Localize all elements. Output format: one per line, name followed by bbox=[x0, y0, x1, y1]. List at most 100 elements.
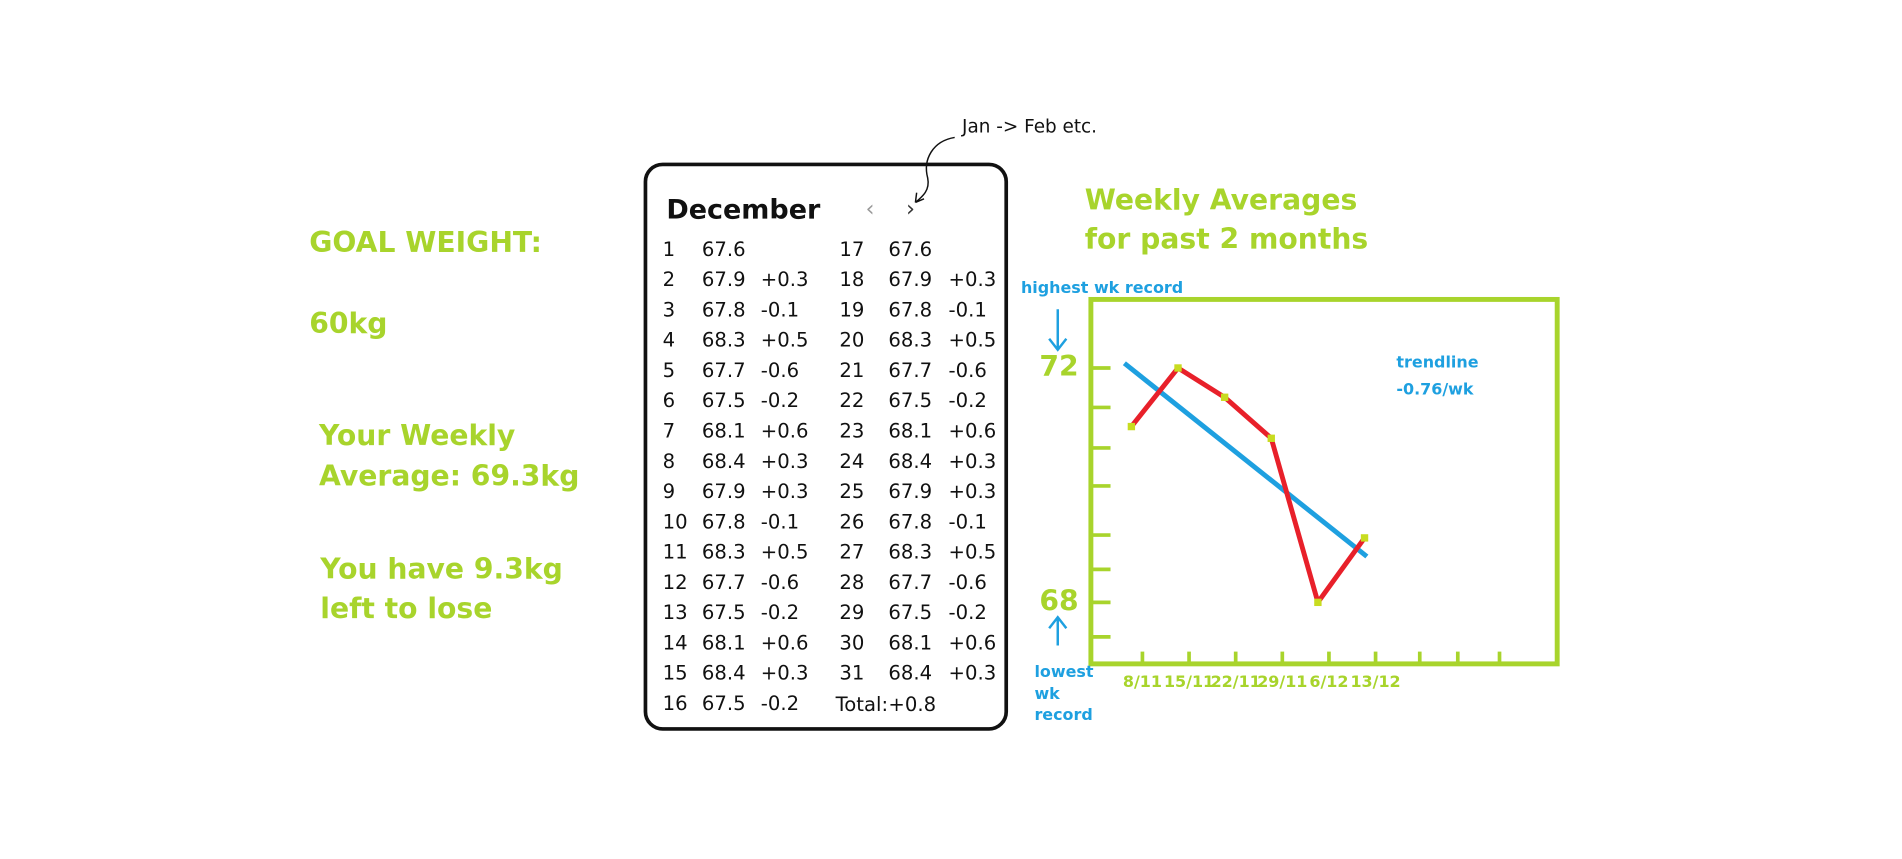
change: -0.2 bbox=[949, 389, 987, 412]
day: 8 bbox=[663, 450, 676, 473]
weight: 68.3 bbox=[702, 329, 746, 352]
weight: 68.3 bbox=[702, 541, 746, 564]
next-button[interactable]: › bbox=[906, 197, 915, 222]
day: 20 bbox=[839, 329, 864, 352]
change: -0.6 bbox=[949, 359, 987, 382]
day: 5 bbox=[663, 359, 676, 382]
weight: 68.1 bbox=[702, 419, 746, 442]
weight: 67.8 bbox=[702, 510, 746, 533]
weight: 67.5 bbox=[888, 601, 932, 624]
day: 6 bbox=[663, 389, 676, 412]
change: +0.6 bbox=[761, 631, 809, 654]
weight: 67.8 bbox=[702, 298, 746, 321]
weight: 68.4 bbox=[702, 662, 746, 685]
x-tick-label: 29/11 bbox=[1257, 672, 1307, 691]
day: 19 bbox=[839, 298, 864, 321]
day: 15 bbox=[663, 662, 688, 685]
point bbox=[1314, 598, 1322, 607]
day: 7 bbox=[663, 419, 676, 442]
weight: 68.1 bbox=[888, 631, 932, 654]
change: +0.3 bbox=[949, 450, 997, 473]
minor-ticks bbox=[1090, 405, 1502, 664]
change: +0.3 bbox=[949, 268, 997, 291]
day: 31 bbox=[839, 662, 864, 685]
change: +0.3 bbox=[949, 662, 997, 685]
point bbox=[1267, 434, 1275, 442]
point bbox=[1220, 393, 1229, 401]
change: +0.3 bbox=[761, 268, 809, 291]
day: 2 bbox=[663, 268, 676, 291]
goal-label: GOAL WEIGHT: bbox=[309, 226, 542, 259]
day: 25 bbox=[839, 480, 864, 503]
low-note: record bbox=[1034, 705, 1092, 724]
day: 23 bbox=[839, 419, 864, 442]
total-label: Total: bbox=[835, 693, 888, 716]
day: 18 bbox=[839, 268, 864, 291]
low-arrow bbox=[1048, 615, 1068, 646]
weight: 67.5 bbox=[888, 389, 932, 412]
change: +0.6 bbox=[949, 631, 997, 654]
day: 30 bbox=[839, 631, 864, 654]
month-title: December bbox=[666, 195, 821, 226]
day: 17 bbox=[839, 238, 864, 261]
change: +0.3 bbox=[949, 480, 997, 503]
weight: 67.7 bbox=[888, 359, 932, 382]
prev-button[interactable]: ‹ bbox=[866, 197, 875, 222]
weight: 67.6 bbox=[888, 238, 932, 261]
weight: 67.7 bbox=[702, 359, 746, 382]
weight: 67.6 bbox=[702, 238, 746, 261]
point bbox=[1174, 364, 1182, 372]
change: +0.6 bbox=[949, 419, 997, 442]
weekly-line bbox=[1129, 365, 1367, 605]
change: +0.5 bbox=[949, 541, 997, 564]
weight: 68.1 bbox=[888, 419, 932, 442]
weight: 67.5 bbox=[702, 601, 746, 624]
day: 13 bbox=[663, 601, 688, 624]
average-text: Average: 69.3kg bbox=[319, 459, 579, 492]
change: -0.2 bbox=[761, 389, 799, 412]
day: 14 bbox=[663, 631, 688, 654]
day: 28 bbox=[839, 571, 864, 594]
day: 12 bbox=[663, 571, 688, 594]
change: -0.6 bbox=[761, 359, 799, 382]
trendline bbox=[1122, 361, 1369, 559]
high-note: highest wk record bbox=[1021, 278, 1183, 297]
x-tick-label: 6/12 bbox=[1309, 672, 1348, 691]
change: +0.3 bbox=[761, 662, 809, 685]
total-value: +0.8 bbox=[888, 693, 936, 716]
low-note: lowest bbox=[1034, 662, 1093, 681]
change: -0.6 bbox=[949, 571, 987, 594]
trend-label: trendline bbox=[1396, 353, 1478, 372]
change: -0.1 bbox=[949, 298, 987, 321]
change: -0.2 bbox=[949, 601, 987, 624]
note: Jan -> Feb etc. bbox=[961, 117, 1097, 138]
change: +0.6 bbox=[761, 419, 809, 442]
point bbox=[1360, 534, 1369, 542]
weight: 68.4 bbox=[888, 662, 932, 685]
day: 16 bbox=[663, 692, 688, 715]
weight: 67.5 bbox=[702, 692, 746, 715]
day: 21 bbox=[839, 359, 864, 382]
weight: 68.3 bbox=[888, 329, 932, 352]
day: 11 bbox=[663, 541, 688, 564]
day: 1 bbox=[663, 238, 676, 261]
weight: 68.3 bbox=[888, 541, 932, 564]
x-tick-label: 13/12 bbox=[1350, 672, 1400, 691]
average-text: Your Weekly bbox=[318, 419, 515, 452]
change: +0.5 bbox=[949, 329, 997, 352]
day: 24 bbox=[839, 450, 864, 473]
day: 29 bbox=[839, 601, 864, 624]
weight: 68.1 bbox=[702, 631, 746, 654]
x-tick-label: 22/11 bbox=[1211, 672, 1261, 691]
low-note: wk bbox=[1034, 684, 1060, 703]
weight: 67.5 bbox=[702, 389, 746, 412]
change: -0.1 bbox=[761, 510, 799, 533]
weight: 67.9 bbox=[702, 268, 746, 291]
day: 27 bbox=[839, 541, 864, 564]
change: +0.5 bbox=[761, 329, 809, 352]
day: 3 bbox=[663, 298, 676, 321]
weight: 68.4 bbox=[702, 450, 746, 473]
x-tick-label: 8/11 bbox=[1123, 672, 1162, 691]
day: 22 bbox=[839, 389, 864, 412]
weight: 67.9 bbox=[888, 480, 932, 503]
